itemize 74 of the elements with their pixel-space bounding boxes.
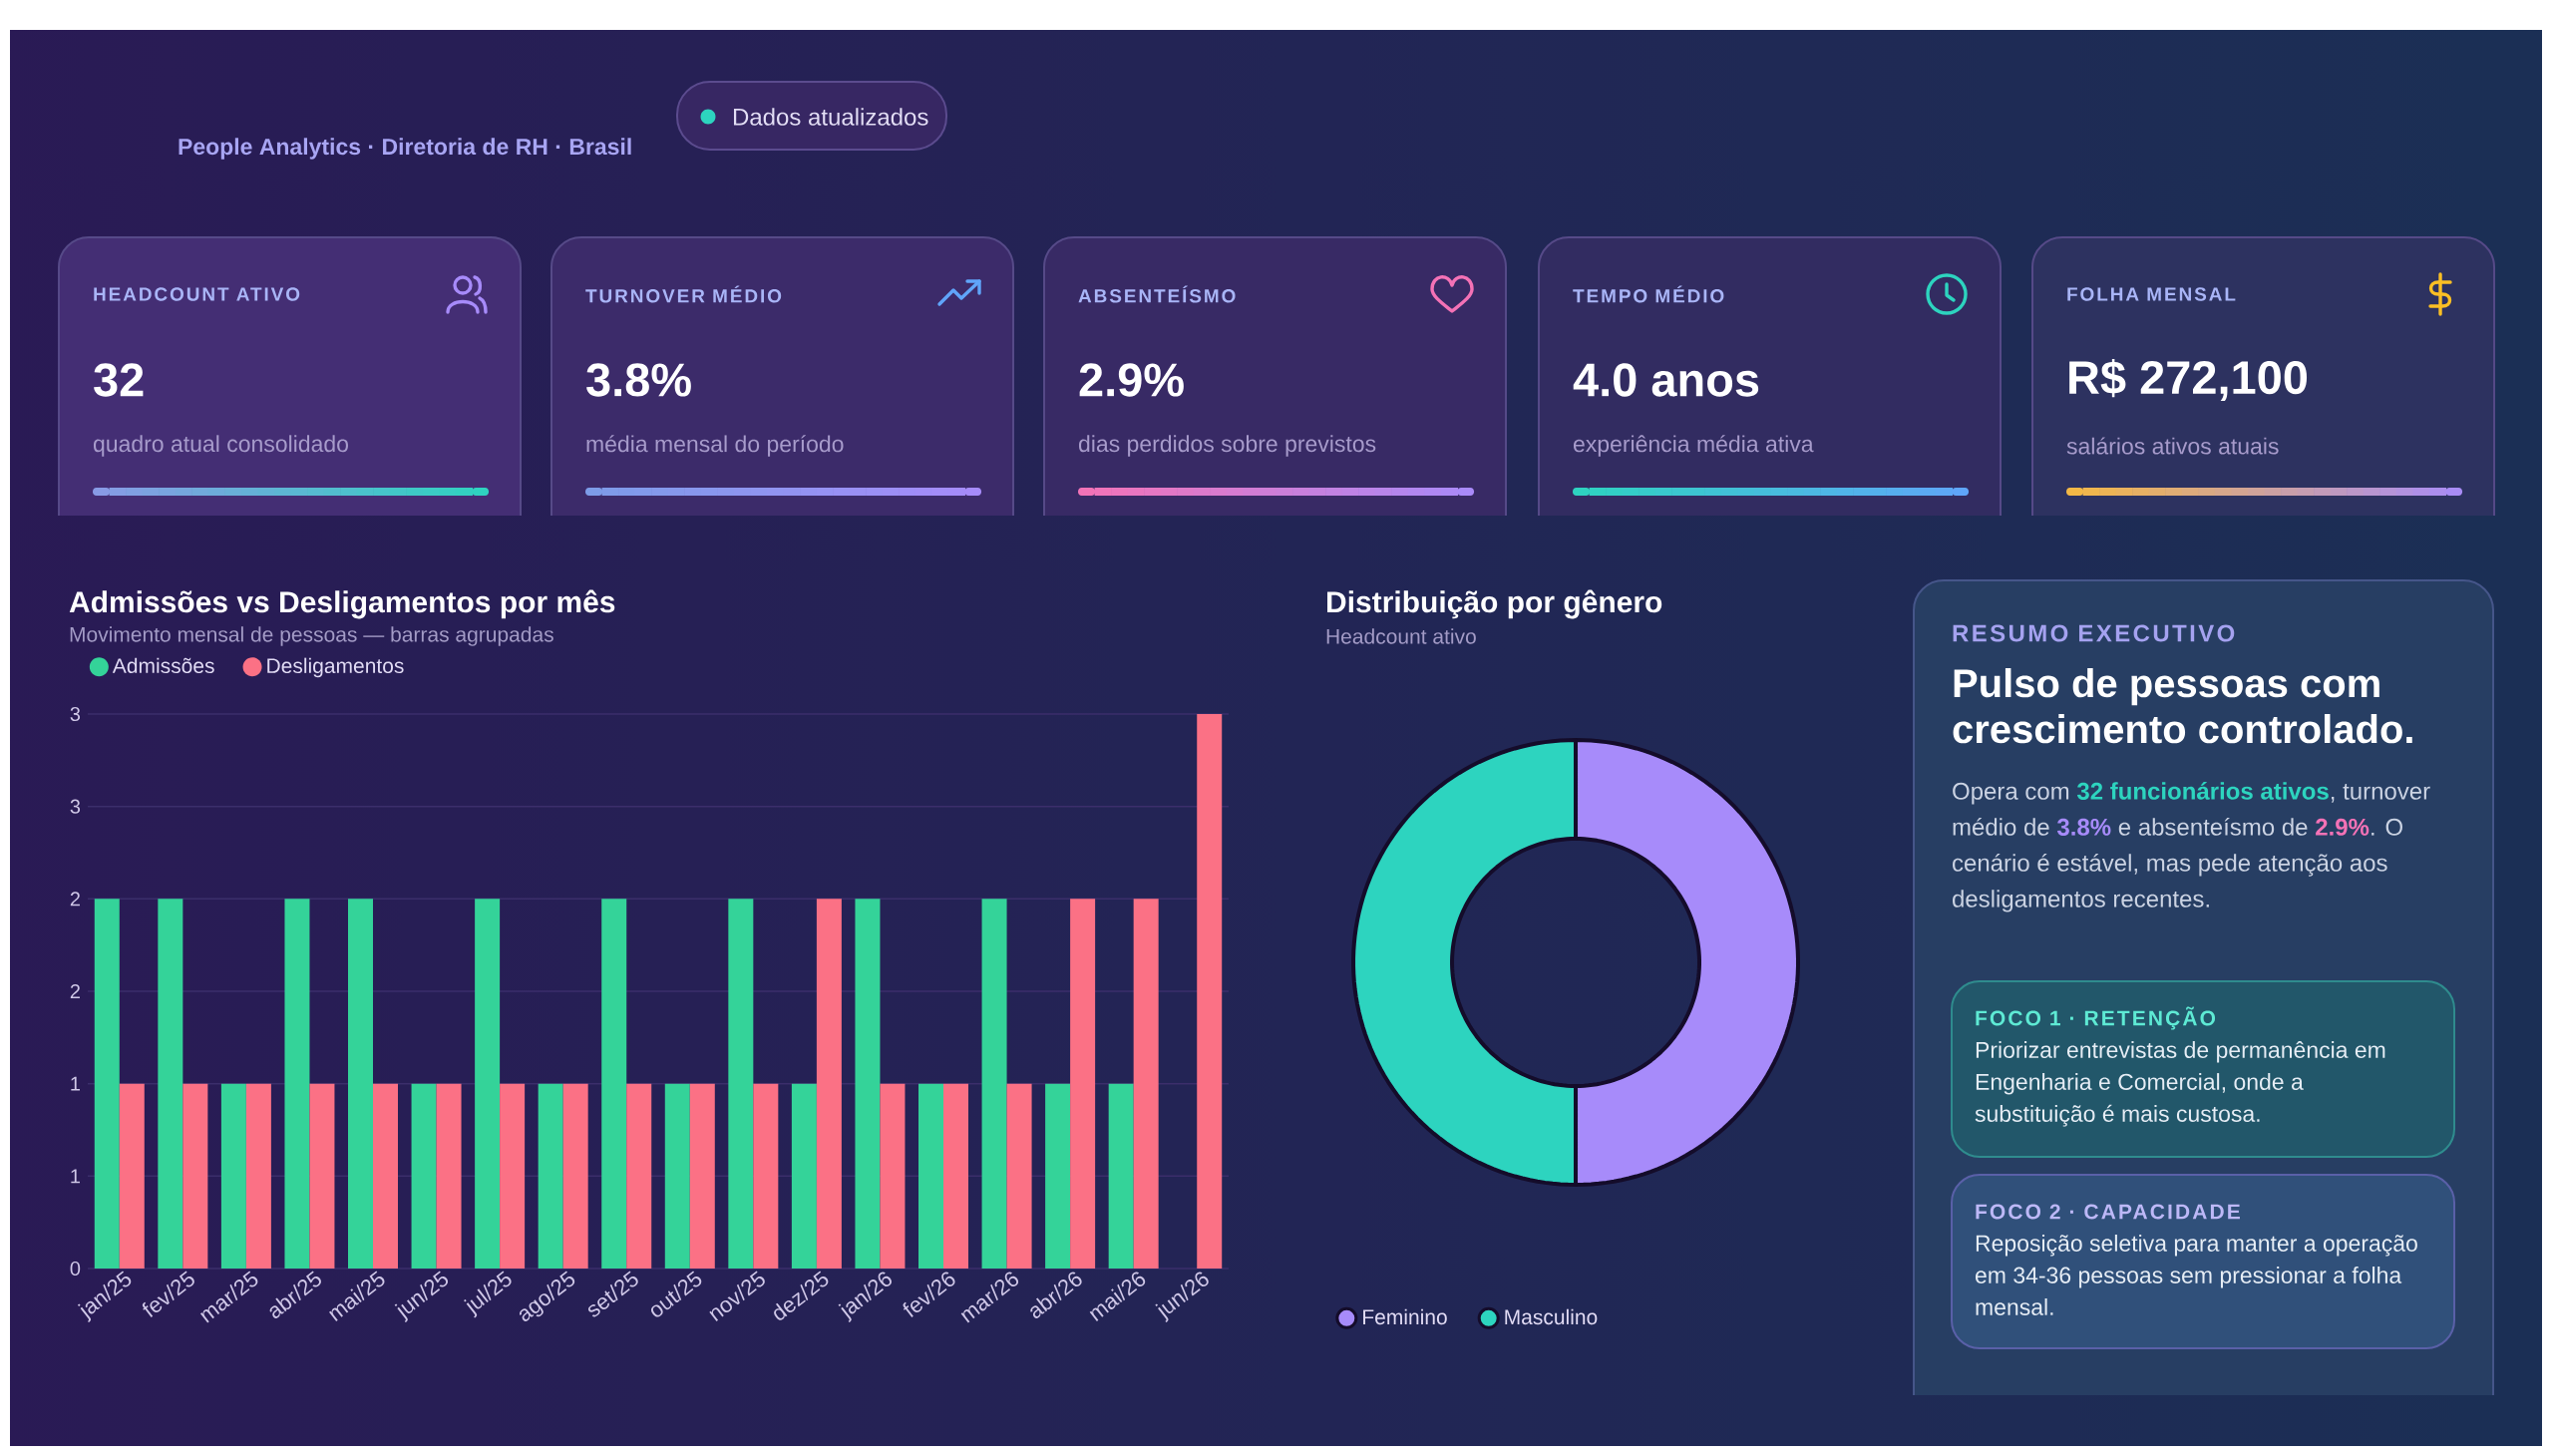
text: Dados atualizados [733,108,928,126]
text: 4.0 anos [1573,363,1759,397]
text: FOCO 2 · CAPACIDADE [1976,1204,2240,1220]
text: experiência média ativa [1573,435,1814,457]
bar [943,1083,969,1269]
y-tick-label: 2 [70,892,80,907]
chart-title: Distribuição por gênero [1327,589,1662,619]
chart-title: Admissões vs Desligamentos por mês [69,589,615,619]
bar [562,1083,588,1269]
text: FOLHA MENSAL [2067,287,2236,301]
bar [855,899,881,1269]
bar [94,899,120,1269]
legend-label: Feminino [1363,1308,1447,1325]
bar [348,899,374,1269]
bar [728,899,754,1269]
text: ABSENTEÍSMO [1078,285,1236,303]
y-tick-label: 1 [71,1169,80,1184]
text: RESUMO EXECUTIVO [1953,624,2235,642]
bar [880,1083,906,1269]
bar [1108,1083,1134,1269]
legend-label: Desligamentos [267,657,404,678]
bar [538,1083,563,1269]
text: FOCO 1 · RETENÇÃO [1976,1006,2216,1030]
text: Pulso de pessoas com crescimento controlado. [1953,668,2412,744]
text: TEMPO MÉDIO [1573,285,1724,303]
bar [918,1083,944,1269]
text: Priorizar entrevistas de permanência em Engenharia e Comercial, onde a substituição é mais custosa. [1975,1041,2385,1127]
bar [309,1083,335,1269]
bar [791,1083,817,1269]
chart-subtitle: Headcount ativo [1326,628,1476,644]
bar [245,1083,271,1269]
bar [1070,899,1096,1269]
y-tick-label: 1 [71,1076,80,1091]
y-tick-label: 3 [70,706,81,722]
text: People Analytics · Diretoria de RH · Brasil [179,138,631,160]
bar [500,1083,526,1269]
text: 32 [94,363,144,397]
legend-label: Admissões [112,657,214,674]
y-tick-label: 3 [70,799,81,814]
bar [1045,1083,1071,1269]
bar [626,1083,652,1269]
text: R$ 272,100 [2069,358,2308,402]
bar [119,1083,145,1269]
text: salários ativos atuais [2066,437,2279,455]
bar [1197,714,1223,1269]
bar [284,899,310,1269]
text: 3.8% [586,363,691,397]
bar [1133,899,1159,1269]
bar [436,1083,462,1269]
text: TURNOVER MÉDIO [585,285,782,303]
bar [182,1083,208,1269]
bar [411,1083,437,1269]
bar [220,1083,246,1269]
bar [601,899,627,1269]
text: quadro atual consolidado [93,435,348,457]
y-tick-label: 2 [70,984,80,998]
y-tick-label: 0 [70,1261,81,1276]
bar [664,1083,690,1269]
bar [373,1083,399,1269]
bar [816,899,842,1269]
bar [158,899,183,1269]
text: média mensal do período [586,435,844,457]
text: Reposição seletiva para manter a operação em 34-36 pessoas sem pressionar a folha mensal. [1975,1235,2417,1315]
text: 2.9% [1079,363,1184,397]
bar [981,899,1007,1269]
bar [689,1083,715,1269]
bar [475,899,501,1269]
legend-label: Masculino [1505,1308,1598,1325]
text: dias perdidos sobre previstos [1078,435,1376,457]
text: Opera com 32 funcionários ativos, turnover médio de 3.8% e absenteísmo de 2.9%. O cenário é estável, mas pede atenção aos desligamentos recentes. [1953,782,2430,912]
text: HEADCOUNT ATIVO [94,287,300,301]
chart-subtitle: Movimento mensal de pessoas — barras agrupadas [70,626,553,646]
bar [1006,1083,1032,1269]
bar [753,1083,779,1269]
